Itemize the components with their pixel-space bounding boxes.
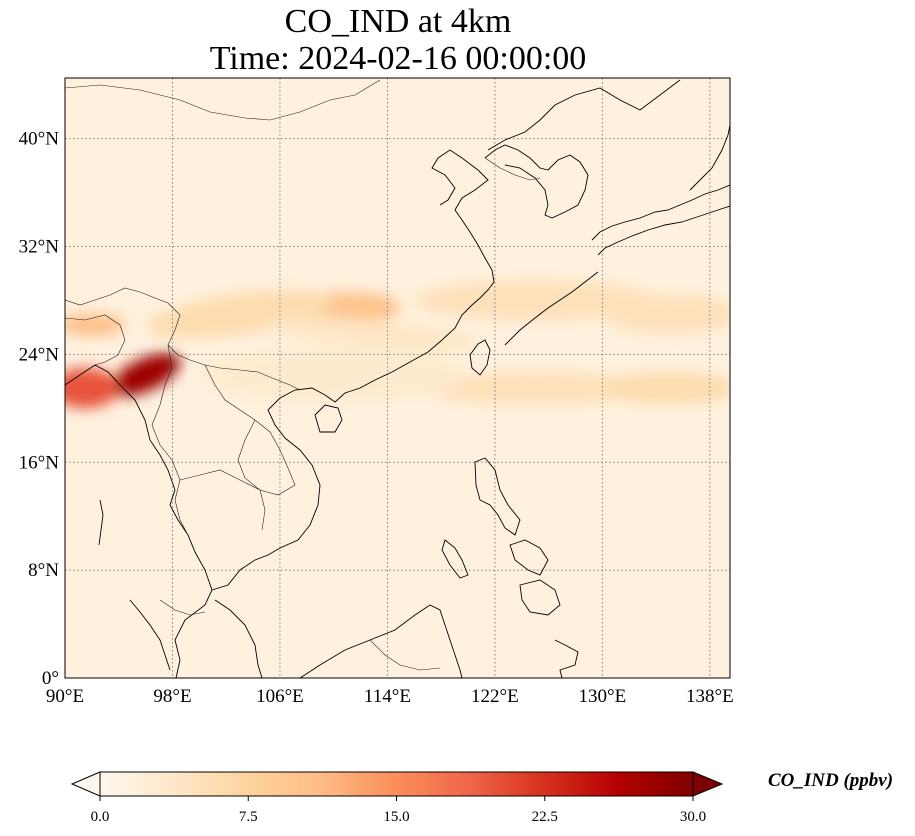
country-borders (65, 79, 541, 671)
concentration-field (65, 280, 730, 409)
concentration-plume (266, 317, 482, 351)
colorbar-tick-label: 30.0 (680, 809, 706, 825)
border-mongolia (65, 79, 381, 121)
coastline-hainan (314, 404, 343, 433)
map-area (65, 78, 730, 678)
coastline-borneo (299, 604, 463, 678)
coastline-visayas (509, 539, 549, 576)
coastline-andaman (98, 499, 104, 546)
coastline-sumatra (129, 599, 171, 671)
concentration-plume (65, 367, 119, 409)
coastline-palawan (441, 539, 469, 579)
colorbar-extend-min-triangle (70, 771, 101, 797)
concentration-plume (414, 371, 657, 405)
coastline-korea (484, 144, 589, 219)
colorbar-tick-label: 0.0 (91, 809, 110, 825)
border-india-ne (65, 314, 126, 366)
x-tick-label: 130°E (579, 686, 627, 707)
coastline-north (487, 79, 681, 151)
border-borneo (369, 639, 441, 671)
coastline-luzon (474, 457, 521, 536)
concentration-plume (65, 313, 126, 336)
colorbar-tick-label: 15.0 (383, 809, 409, 825)
y-tick-label: 32°N (19, 237, 60, 258)
coastline-taiwan (469, 339, 491, 376)
concentration-plume (602, 293, 730, 335)
colorbar: 0.0 7.5 15.0 22.5 30.0 (70, 771, 724, 825)
y-tick-label: 8°N (28, 560, 59, 581)
colorbar-ticks: 0.0 7.5 15.0 22.5 30.0 (91, 796, 706, 825)
border-korea-china (484, 157, 541, 181)
coastline-japan-honshu (597, 205, 730, 256)
border-myanmar-thai (151, 344, 189, 536)
map-subtitle-time: Time: 2024-02-16 00:00:00 (209, 40, 587, 77)
colorbar-tick-label: 22.5 (532, 809, 558, 825)
coastline-sulawesi (554, 639, 579, 678)
map-frame (64, 77, 731, 679)
coastlines (65, 79, 730, 678)
y-tick-label: 0° (42, 668, 59, 689)
colorbar-label: CO_IND (ppbv) (768, 770, 894, 791)
y-tick-label: 40°N (19, 129, 60, 150)
y-tick-label: 24°N (19, 344, 60, 365)
colorbar-body (100, 772, 693, 796)
concentration-plume (414, 280, 657, 321)
colorbar-tick-label: 7.5 (239, 809, 258, 825)
concentration-plume (110, 353, 181, 397)
coastline-mainland (65, 364, 213, 678)
axis-ticks: 90°E 98°E 106°E 114°E 122°E 130°E 138°E 0° 8°N 16… (19, 129, 734, 707)
map-title: CO_IND at 4km (284, 3, 512, 40)
concentration-plume (146, 290, 333, 338)
x-tick-label: 98°E (153, 686, 191, 707)
x-tick-label: 122°E (471, 686, 519, 707)
x-tick-label: 114°E (364, 686, 411, 707)
colorbar-extend-max-triangle (692, 771, 724, 797)
coastline-mindanao (519, 579, 561, 616)
border-malaysia (159, 599, 206, 616)
border-china-south (65, 287, 301, 391)
x-tick-label: 90°E (46, 686, 84, 707)
coastline-japan-north (689, 124, 730, 191)
concentration-plume (602, 371, 730, 405)
coastline-indochina (211, 149, 495, 678)
gridlines (65, 78, 730, 678)
x-tick-label: 138°E (686, 686, 734, 707)
coastline-japan-kyushu (591, 184, 730, 241)
border-thai-cambodia (179, 469, 296, 496)
coastline-ryukyu (504, 271, 599, 346)
concentration-plume (199, 347, 469, 402)
y-tick-label: 16°N (19, 452, 60, 473)
x-tick-label: 106°E (256, 686, 304, 707)
border-vietnam (237, 419, 266, 531)
